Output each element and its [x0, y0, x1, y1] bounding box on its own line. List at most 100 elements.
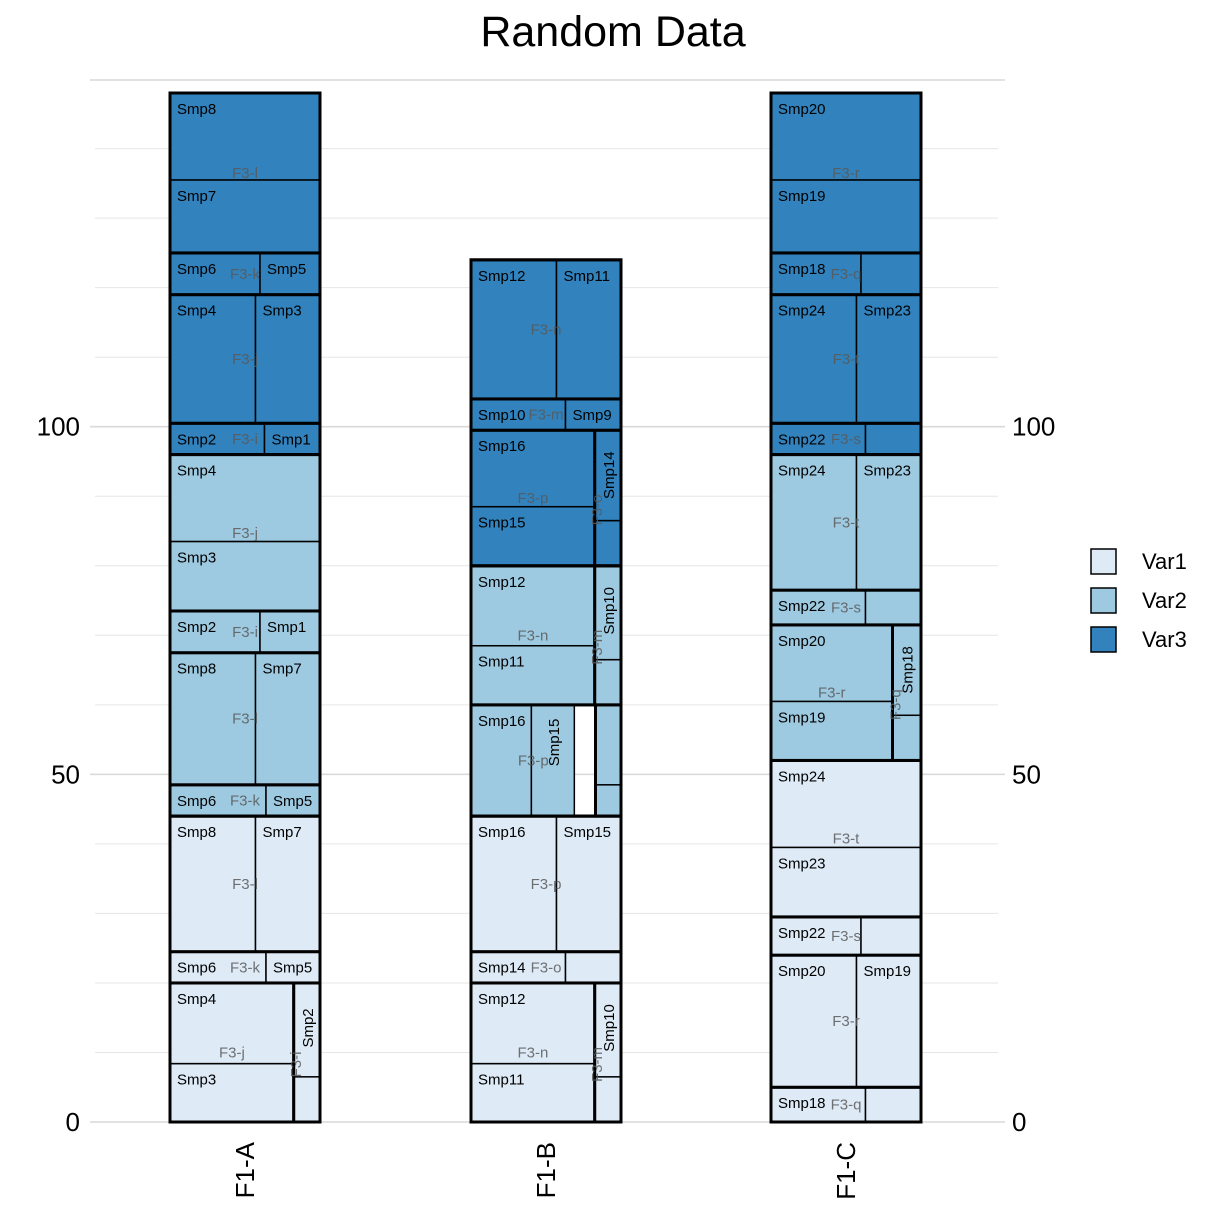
- group-label: F3-n: [531, 321, 562, 338]
- group-label: F3-s: [831, 431, 861, 448]
- group-tile: Smp8 Smp7 F3-l: [168, 651, 322, 787]
- sample-tile: [169, 92, 321, 181]
- sample-label: Smp23: [864, 303, 912, 320]
- legend-swatch: [1090, 587, 1117, 614]
- sample-tile: [555, 259, 622, 400]
- group-tile: Smp12 Smp11 F3-n: [469, 258, 623, 401]
- sample-label: Smp10: [601, 587, 618, 635]
- sample-label: Smp2: [300, 1008, 317, 1047]
- sample-tile: [263, 422, 321, 456]
- group-tile: Smp8 Smp7 F3-l: [168, 814, 322, 954]
- sample-tile: [770, 916, 862, 956]
- sample-label: Smp8: [177, 101, 216, 118]
- sample-label: Smp22: [778, 431, 826, 448]
- sample-tile: [470, 982, 596, 1065]
- sample-label: Smp20: [778, 633, 826, 650]
- sample-label: Smp3: [263, 303, 302, 320]
- group-tile: Smp6 Smp5 F3-k: [168, 251, 322, 297]
- sample-label: Smp24: [778, 463, 826, 480]
- sample-label: Smp16: [478, 713, 526, 730]
- sample-tile: [594, 519, 622, 567]
- sample-label: Smp15: [546, 719, 563, 767]
- group-label: F3-t: [833, 831, 861, 848]
- legend-swatch: [1090, 548, 1117, 575]
- group-tile: Smp2 Smp1 F3-i: [168, 421, 322, 457]
- group-tile: Smp22 F3-s: [769, 588, 923, 627]
- group-tile: Smp24 Smp23 F3-t: [769, 293, 923, 425]
- sample-label: Smp24: [778, 768, 826, 785]
- y-axis-left: 0 50 100: [37, 412, 80, 1137]
- group-tile: Smp22 F3-s: [769, 915, 923, 957]
- group-label: F3-l: [232, 711, 258, 728]
- sample-label: Smp22: [778, 598, 826, 615]
- group-tile: Smp4 Smp3 F3-j: [168, 293, 322, 425]
- y-tick-label-left: 0: [66, 1107, 80, 1137]
- y-tick-label-left: 100: [37, 412, 80, 442]
- segment-outline: [168, 91, 322, 457]
- group-tile: Smp19 Smp20 F3-r: [769, 91, 923, 255]
- y-axis-right: 0 50 100: [1012, 412, 1055, 1137]
- sample-label: Smp5: [267, 261, 306, 278]
- group-label: F3-o: [531, 959, 562, 976]
- sample-tile: [470, 259, 558, 400]
- group-tile: Smp6 Smp5 F3-k: [168, 950, 322, 985]
- group-label: F3-q: [831, 1097, 862, 1114]
- group-label: F3-i: [232, 624, 258, 641]
- group-label: F3-q: [888, 689, 905, 720]
- sample-label: Smp18: [778, 261, 826, 278]
- group-label: F3-k: [230, 266, 261, 283]
- sample-tile: [855, 453, 922, 591]
- group-tile: Smp20 Smp19 F3-r: [769, 953, 923, 1089]
- sample-label: Smp6: [177, 960, 216, 977]
- group-label: F3-p: [517, 490, 548, 507]
- sample-tile: [770, 92, 922, 181]
- group-label: F3-q: [831, 266, 862, 283]
- group-label: F3-p: [518, 752, 549, 769]
- sample-tile: [594, 1076, 622, 1123]
- group-tile: Smp3 Smp4 F3-j: [168, 453, 322, 613]
- sample-label: Smp14: [601, 451, 618, 499]
- sample-label: Smp16: [478, 438, 526, 455]
- y-tick-label-left: 50: [51, 759, 80, 789]
- group-label: F3-r: [832, 1013, 860, 1030]
- sample-label: Smp20: [778, 963, 826, 980]
- sample-label: Smp16: [478, 824, 526, 841]
- group-tile: Smp14 F3-o: [469, 950, 623, 985]
- sample-label: Smp12: [478, 574, 526, 591]
- group-tile: Smp15 Smp16 F3-p: [469, 428, 597, 568]
- sample-label: Smp23: [864, 463, 912, 480]
- sample-tile: [169, 610, 261, 654]
- group-label: F3-i: [288, 1052, 305, 1078]
- sample-label: Smp8: [177, 824, 216, 841]
- sample-label: Smp10: [478, 407, 526, 424]
- sample-label: Smp22: [778, 925, 826, 942]
- sample-label: Smp12: [478, 268, 526, 285]
- y-tick-label-right: 100: [1012, 412, 1055, 442]
- group-label: F3-t: [833, 514, 861, 531]
- sample-tile: [855, 954, 922, 1088]
- sample-label: Smp2: [177, 431, 216, 448]
- sample-tile: [254, 815, 321, 953]
- group-tile: Smp2 F3-i: [288, 981, 322, 1124]
- group-label: F3-l: [232, 165, 258, 182]
- sample-tile: [864, 589, 922, 626]
- sample-label: Smp18: [900, 646, 917, 694]
- group-tile: Smp11 Smp12 F3-n: [469, 564, 597, 707]
- segment-Var2: Smp6 Smp5 F3-k Smp8 Smp7 F3-l Smp2 Smp1 F3-i Smp3…: [168, 453, 322, 818]
- x-category-label: F1-A: [230, 1141, 260, 1198]
- group-label: F3-n: [517, 1044, 548, 1061]
- sample-label: Smp1: [272, 431, 311, 448]
- y-tick-label-right: 50: [1012, 759, 1041, 789]
- sample-tile: [169, 540, 321, 612]
- x-category-label: F1-B: [531, 1142, 561, 1198]
- sample-tile: [169, 982, 295, 1065]
- sample-label: Smp11: [478, 1072, 524, 1089]
